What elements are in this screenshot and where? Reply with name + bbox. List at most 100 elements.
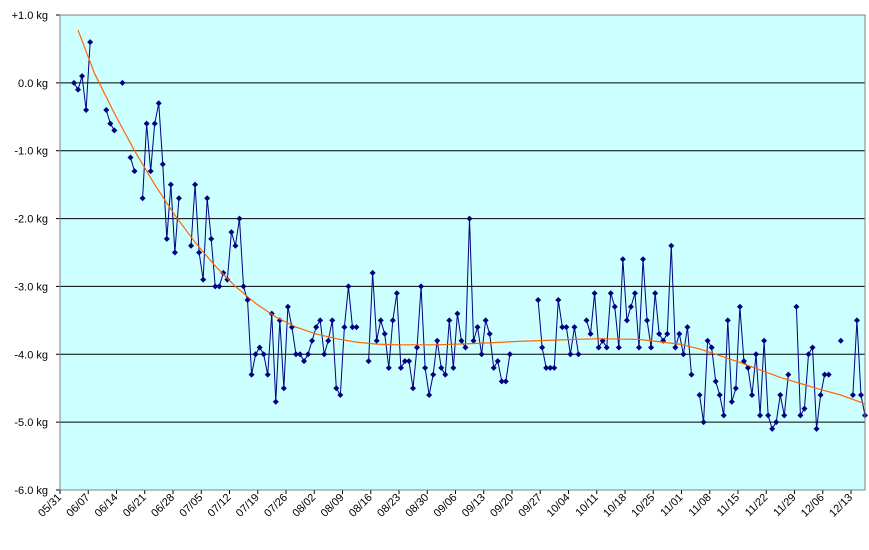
data-point: [159, 161, 166, 168]
data-point: [644, 317, 651, 324]
data-point: [736, 303, 743, 310]
series-segment: [795, 306, 801, 416]
series-segment: [432, 340, 438, 375]
series-segment: [541, 347, 547, 368]
data-point: [139, 195, 146, 202]
data-point: [292, 351, 299, 358]
data-point: [668, 242, 675, 249]
data-point: [317, 317, 324, 324]
series-segment: [489, 333, 495, 368]
series-segment: [735, 306, 741, 389]
data-point: [151, 120, 158, 127]
data-point: [781, 412, 788, 419]
series-segment: [727, 320, 733, 402]
data-point: [373, 337, 380, 344]
data-point: [155, 100, 162, 107]
data-point: [708, 344, 715, 351]
data-point: [571, 324, 578, 331]
data-point: [809, 344, 816, 351]
data-point: [700, 419, 707, 426]
data-point: [313, 324, 320, 331]
series-segment: [198, 252, 204, 280]
x-tick-label: 08/02: [290, 492, 318, 520]
plot-area: [60, 15, 865, 490]
data-point: [377, 317, 384, 324]
series-segment: [319, 320, 325, 355]
data-point: [434, 337, 441, 344]
data-point: [220, 269, 227, 276]
x-axis-ticks: 05/31 06/07 06/14 06/21 06/28 07/05 07/12 07/19…: [36, 490, 855, 520]
data-point: [167, 181, 174, 188]
data-point: [825, 371, 832, 378]
data-point: [720, 412, 727, 419]
series-segment: [614, 306, 620, 348]
data-point: [333, 385, 340, 392]
series-segment: [154, 103, 160, 124]
x-tick-label: 10/18: [601, 492, 629, 520]
data-point: [466, 215, 473, 222]
data-point: [393, 290, 400, 297]
series-segment: [820, 374, 826, 396]
series-segment: [150, 123, 156, 172]
data-point: [200, 276, 207, 283]
x-tick-label: 06/28: [149, 492, 177, 520]
data-point: [817, 392, 824, 398]
series-segment: [384, 333, 390, 368]
data-point: [652, 290, 659, 297]
series-segment: [247, 299, 253, 375]
series-segment: [190, 184, 196, 246]
series-segment: [416, 286, 422, 348]
x-tick-label: 07/12: [206, 492, 234, 520]
data-point: [793, 303, 800, 310]
data-point: [539, 344, 546, 351]
data-point: [672, 344, 679, 351]
data-point: [438, 364, 445, 371]
data-point: [228, 229, 235, 236]
data-point: [555, 297, 562, 303]
series-segment: [271, 313, 277, 402]
data-point: [264, 371, 271, 378]
data-point: [341, 324, 348, 331]
data-point: [753, 351, 760, 358]
plot-border: [59, 14, 866, 491]
series-segment: [343, 286, 349, 328]
series-segment: [452, 313, 458, 368]
data-point: [385, 364, 392, 371]
data-point: [490, 364, 497, 371]
x-tick-label: 08/30: [403, 492, 431, 520]
series-segment: [779, 394, 785, 416]
data-point: [849, 392, 856, 398]
series-segment: [477, 327, 483, 355]
data-point: [535, 297, 542, 303]
series-segment: [194, 184, 200, 253]
series-segment: [618, 259, 624, 348]
series-segment: [699, 394, 705, 423]
x-tick-label: 09/27: [516, 492, 544, 520]
data-point: [71, 79, 77, 86]
series-segment: [803, 354, 809, 409]
data-point: [236, 215, 243, 222]
series-segment: [368, 272, 374, 362]
data-point: [684, 324, 691, 331]
series-segment: [537, 299, 543, 348]
data-point: [575, 351, 582, 358]
data-point: [232, 242, 239, 249]
series-segment: [206, 198, 212, 239]
x-tick-label: 07/26: [262, 492, 290, 520]
series-segment: [860, 394, 866, 416]
series-segment: [291, 327, 297, 355]
data-point: [345, 283, 352, 290]
x-tick-label: 10/04: [545, 492, 573, 520]
series-segment: [392, 293, 398, 321]
data-point: [853, 317, 860, 324]
series-segment: [424, 367, 430, 396]
series-segment: [751, 354, 757, 396]
data-series: [71, 39, 868, 432]
x-tick-label: 06/14: [93, 492, 121, 520]
series-segment: [783, 374, 789, 416]
data-point: [801, 405, 808, 412]
series-segment: [456, 313, 462, 341]
data-point: [119, 79, 126, 86]
